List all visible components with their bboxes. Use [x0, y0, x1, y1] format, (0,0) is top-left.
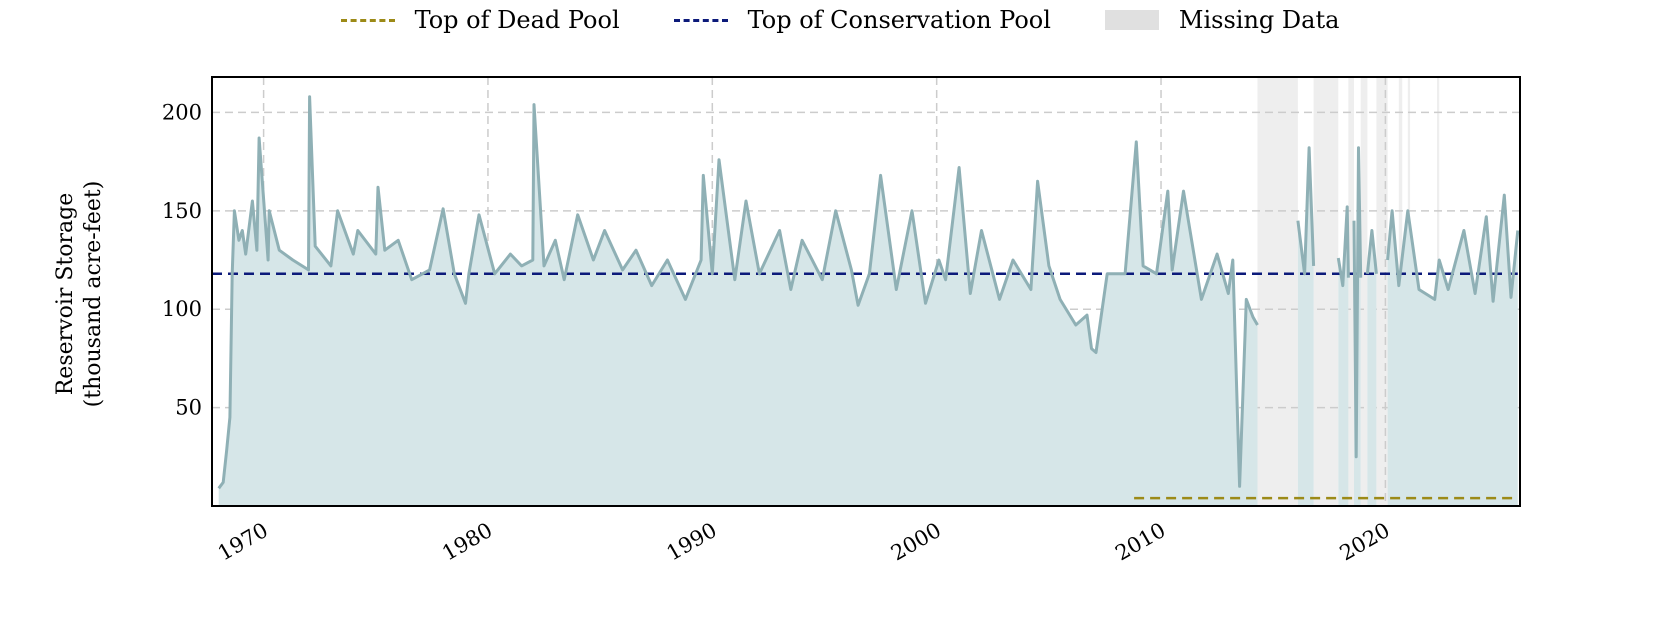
storage-area-segment-4 — [1367, 230, 1377, 506]
storage-line-segment-1 — [1296, 146, 1316, 276]
missing-data-band-4 — [1376, 77, 1388, 506]
missing-data-band-1 — [1313, 77, 1339, 506]
legend-item-missing-data[interactable]: Missing Data — [1104, 6, 1340, 34]
x-tick-label-2000: 2000 — [887, 518, 945, 566]
storage-line-segment-0 — [217, 95, 1259, 490]
missing-data-swatch — [1104, 10, 1159, 30]
y-tick-label-100: 100 — [162, 297, 202, 321]
x-tick-label-1980: 1980 — [438, 518, 496, 566]
legend-label-conservation-pool: Top of Conservation Pool — [747, 6, 1051, 34]
conservation-pool-swatch — [673, 18, 728, 22]
storage-line-segment-3 — [1352, 146, 1363, 459]
dead-pool-swatch — [340, 18, 395, 22]
storage-area-segment-0 — [218, 96, 1258, 506]
reference-lines-layer — [212, 272, 1518, 500]
storage-line-segment-4 — [1365, 229, 1378, 274]
missing-data-band-2 — [1348, 77, 1354, 506]
x-tick-label-2010: 2010 — [1111, 518, 1169, 566]
y-axis-label-line-1: Reservoir Storage — [53, 193, 78, 396]
storage-line-segment-2 — [1336, 205, 1350, 288]
y-tick-labels: 50 100 150 200 — [162, 100, 202, 419]
legend-item-conservation-pool[interactable]: Top of Conservation Pool — [673, 6, 1051, 34]
legend-label-dead-pool: Top of Dead Pool — [414, 6, 620, 34]
x-tick-label-1970: 1970 — [214, 518, 272, 566]
y-tick-label-200: 200 — [162, 100, 202, 124]
x-tick-label-2020: 2020 — [1336, 518, 1394, 566]
y-tick-label-150: 150 — [162, 199, 202, 223]
missing-data-band-3 — [1360, 77, 1368, 506]
legend-item-dead-pool[interactable]: Top of Dead Pool — [340, 6, 620, 34]
legend: Top of Dead Pool Top of Conservation Poo… — [0, 6, 1680, 34]
legend-label-missing-data: Missing Data — [1178, 6, 1340, 34]
missing-data-layer — [1257, 77, 1440, 506]
x-tick-labels: 1970 1980 1990 2000 2010 2020 — [214, 518, 1394, 566]
storage-line-segment-5 — [1386, 193, 1520, 303]
storage-line-layer — [217, 95, 1520, 490]
plot-frame — [211, 76, 1521, 507]
storage-area-segment-1 — [1297, 147, 1314, 507]
storage-area-layer — [218, 96, 1518, 507]
missing-data-band-0 — [1257, 77, 1298, 506]
y-tick-label-50: 50 — [175, 396, 202, 420]
y-axis-label-line-2: (thousand acre-feet) — [81, 181, 106, 408]
x-tick-label-1990: 1990 — [663, 518, 721, 566]
